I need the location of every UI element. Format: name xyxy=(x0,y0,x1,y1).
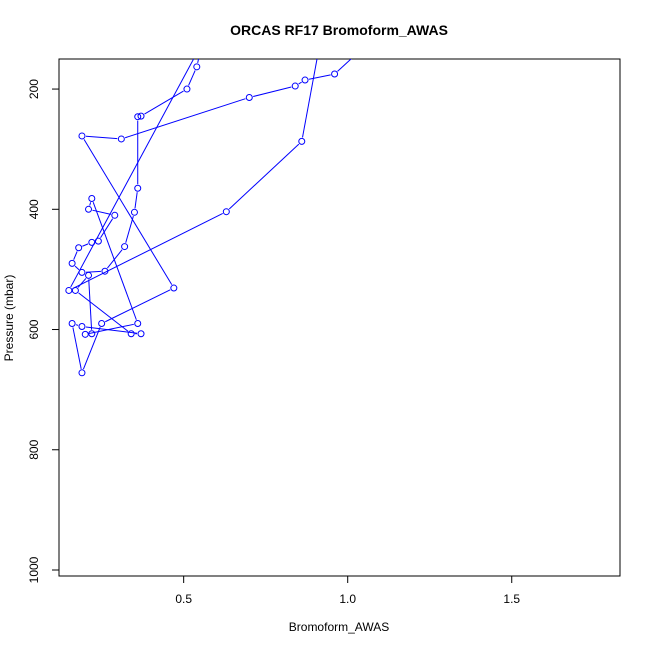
data-point xyxy=(88,238,96,246)
data-point xyxy=(65,286,73,294)
data-point xyxy=(355,50,361,56)
data-point xyxy=(88,330,96,338)
series-segment xyxy=(74,265,80,271)
data-point xyxy=(130,208,138,216)
data-point xyxy=(68,320,76,328)
data-point xyxy=(204,20,210,26)
y-axis-label: Pressure (mbar) xyxy=(2,275,16,362)
series-segment xyxy=(105,289,171,323)
data-point xyxy=(98,320,106,328)
data-point xyxy=(117,135,125,143)
data-point xyxy=(222,208,230,216)
x-axis-label: Bromoform_AWAS xyxy=(289,620,389,634)
y-axis: 200 400 600 800 1000 xyxy=(27,79,60,583)
series-segment xyxy=(92,209,111,215)
data-point xyxy=(301,76,309,84)
series-segment xyxy=(89,323,134,335)
series-segment xyxy=(134,192,138,209)
y-tick-label: 1000 xyxy=(27,556,41,583)
data-point xyxy=(85,205,93,213)
series-segment xyxy=(144,90,184,115)
series-segment xyxy=(85,135,118,140)
x-tick-label: 0.5 xyxy=(175,592,192,606)
series-segment xyxy=(302,59,318,138)
data-point xyxy=(71,286,79,294)
series-segment xyxy=(73,251,78,260)
chart-title: ORCAS RF17 Bromoform_AWAS xyxy=(230,22,448,38)
data-point xyxy=(193,63,201,71)
data-point xyxy=(78,268,86,276)
y-tick-label: 200 xyxy=(27,79,41,99)
data-point xyxy=(331,70,339,78)
data-point xyxy=(134,320,142,328)
data-point xyxy=(170,284,178,292)
data-point xyxy=(78,132,86,140)
series-segment xyxy=(88,279,93,330)
data-point xyxy=(127,330,135,338)
x-tick-label: 1.0 xyxy=(339,592,356,606)
y-tick-label: 400 xyxy=(27,199,41,219)
data-point xyxy=(85,271,93,279)
data-point xyxy=(101,267,109,275)
series-segment xyxy=(125,216,134,243)
series-segment xyxy=(308,74,331,80)
data-point xyxy=(78,323,86,331)
data-point xyxy=(78,369,86,377)
data-point xyxy=(183,85,191,93)
series-segment xyxy=(70,59,195,288)
data-point xyxy=(134,184,142,192)
data-point xyxy=(245,93,253,101)
data-point xyxy=(111,211,119,219)
series-segment xyxy=(89,202,92,206)
series-segment xyxy=(78,292,129,332)
data-point xyxy=(94,237,102,245)
data-point xyxy=(298,137,306,145)
series-segment xyxy=(72,213,223,290)
series-segment xyxy=(75,324,79,326)
series-segment xyxy=(124,98,246,139)
series-segment xyxy=(188,70,196,86)
series-segment xyxy=(72,327,82,369)
series-segment xyxy=(82,243,89,247)
series-segment xyxy=(253,86,292,97)
series-segment xyxy=(107,249,123,269)
series-segment xyxy=(228,143,300,210)
x-axis: 0.5 1.0 1.5 xyxy=(175,575,520,606)
data-point xyxy=(197,44,203,50)
data-point xyxy=(121,243,129,251)
data-point xyxy=(134,113,142,121)
data-point xyxy=(291,82,299,90)
data-point xyxy=(68,259,76,267)
y-tick-label: 600 xyxy=(27,319,41,339)
plot-frame xyxy=(58,58,621,577)
data-point xyxy=(137,330,145,338)
data-point xyxy=(88,194,96,202)
x-tick-label: 1.5 xyxy=(503,592,520,606)
series-segment xyxy=(82,327,101,370)
series-segment xyxy=(100,218,114,239)
series-segment xyxy=(337,59,352,72)
series-segment xyxy=(197,59,200,64)
plot-area xyxy=(65,20,361,377)
series-segment xyxy=(298,81,302,85)
series-segment xyxy=(77,278,87,288)
data-point xyxy=(75,244,83,252)
series-segment xyxy=(92,202,137,320)
series-segment xyxy=(83,139,173,285)
data-point xyxy=(81,330,89,338)
data-point xyxy=(137,112,145,120)
y-tick-label: 800 xyxy=(27,439,41,459)
series-segment xyxy=(325,37,354,51)
